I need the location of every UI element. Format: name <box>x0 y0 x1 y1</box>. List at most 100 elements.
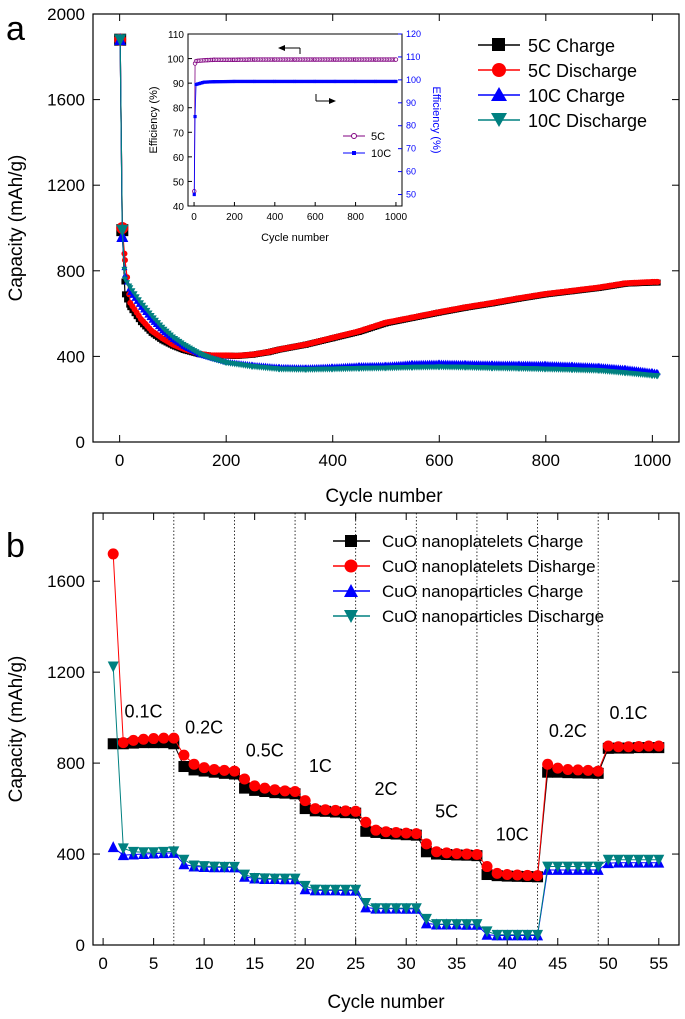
point-cuo-nanoparticles-discharge <box>552 861 564 873</box>
inset-point-10c <box>363 79 367 84</box>
inset-point-10c <box>196 82 200 86</box>
inset-point-10c <box>374 79 378 84</box>
point-cuo-nanoplatelets-disharge <box>299 795 311 807</box>
point-cuo-nanoplatelets-disharge <box>269 784 281 796</box>
legend-entry-nanoplatelets-charge: CuO nanoplatelets Charge <box>333 532 583 551</box>
point-cuo-nanoparticles-discharge <box>471 919 483 931</box>
inset-ytick-right-label-80: 80 <box>406 121 416 131</box>
inset-point-10c <box>273 79 277 84</box>
inset-point-10c <box>329 79 333 84</box>
point-cuo-nanoparticles-discharge <box>148 847 160 859</box>
point-cuo-nanoplatelets-disharge <box>239 773 251 785</box>
inset-point-10c <box>318 79 322 84</box>
point-cuo-nanoparticles-discharge <box>299 880 311 892</box>
inset-point-10c <box>207 80 211 84</box>
panel-a-label: a <box>6 10 25 48</box>
point-cuo-nanoparticles-discharge <box>653 854 665 866</box>
point-cuo-nanoplatelets-disharge <box>471 849 483 861</box>
inset-point-10c <box>333 79 337 84</box>
inset-point-10c <box>232 79 237 84</box>
point-cuo-nanoparticles-discharge <box>572 861 584 873</box>
inset-series-10c <box>192 79 398 197</box>
panel-b-frame <box>92 512 680 946</box>
inset-point-10c <box>220 80 224 84</box>
inset-legend-label-5c: 5C <box>371 131 385 143</box>
rate-label-0-2c: 0.2C <box>185 718 223 738</box>
inset-point-10c <box>380 79 384 84</box>
panel-b-xtick-label-35: 35 <box>447 954 466 973</box>
legend-label-nanoparticles-discharge: CuO nanoparticles Discharge <box>382 607 604 626</box>
point-cuo-nanoparticles-discharge <box>390 903 402 915</box>
point-cuo-nanoparticles-discharge <box>400 903 412 915</box>
point-10c-discharge <box>121 276 128 283</box>
point-cuo-nanoparticles-discharge <box>420 913 432 925</box>
point-cuo-nanoparticles-discharge <box>269 873 281 885</box>
inset-point-10c <box>261 79 265 84</box>
panel-b-x-axis-label: Cycle number <box>327 992 445 1013</box>
inset-point-10c <box>324 79 329 84</box>
legend-marker-nanoplatelets-charge <box>345 535 357 547</box>
inset-point-10c <box>377 79 381 84</box>
inset-point-10c <box>276 79 280 84</box>
point-cuo-nanoplatelets-disharge <box>340 805 352 817</box>
inset-point-10c <box>225 79 229 84</box>
inset-ytick-right-label-120: 120 <box>406 29 421 39</box>
point-5c-discharge <box>121 257 128 264</box>
inset-point-10c <box>293 79 297 84</box>
panel-a-ytick-label-400: 400 <box>57 347 85 366</box>
inset-ticks: 40 50 60 70 80 90 100 110 50 60 70 80 90 100 110 120 0 20… <box>167 29 421 223</box>
inset-arrow-left-head <box>278 45 285 51</box>
point-cuo-nanoplatelets-charge <box>239 782 251 794</box>
inset-point-10c <box>323 79 327 84</box>
inset-point-10c <box>217 80 221 84</box>
point-cuo-nanoparticles-discharge <box>350 884 362 896</box>
point-cuo-nanoparticles-discharge <box>622 854 634 866</box>
point-cuo-nanoplatelets-charge <box>299 803 311 815</box>
inset-ytick-right-label-90: 90 <box>406 98 416 108</box>
point-cuo-nanoparticles-discharge <box>431 919 443 931</box>
inset-xtick-label-600: 600 <box>307 212 324 223</box>
point-cuo-nanoparticles-discharge <box>370 903 382 915</box>
panel-a-ytick-label-1200: 1200 <box>47 176 85 195</box>
rate-label-1c: 1C <box>309 756 332 776</box>
panel-a-ytick-label-1600: 1600 <box>47 91 85 110</box>
inset-point-10c <box>345 79 349 84</box>
inset-point-10c <box>262 79 266 84</box>
rate-label-2c: 2C <box>374 779 397 799</box>
inset-ytick-left-label-90: 90 <box>173 79 185 90</box>
point-cuo-nanoplatelets-disharge <box>410 828 422 840</box>
panel-a-series <box>114 33 661 380</box>
legend-label-nanoplatelets-discharge: CuO nanoplatelets Disharge <box>382 557 596 576</box>
point-cuo-nanoparticles-discharge <box>360 897 372 909</box>
point-10c-discharge <box>121 266 128 273</box>
inset-point-10c <box>365 79 369 84</box>
point-cuo-nanoplatelets-disharge <box>532 870 544 882</box>
inset-point-10c <box>242 79 246 84</box>
legend-marker-5c-discharge <box>492 63 506 77</box>
point-cuo-nanoparticles-discharge <box>562 861 574 873</box>
inset-xtick-label-1000: 1000 <box>385 212 408 223</box>
inset-point-10c <box>245 79 249 84</box>
inset-ytick-left-label-60: 60 <box>173 153 185 164</box>
rate-label-10c: 10C <box>496 824 529 844</box>
inset-ytick-right-label-70: 70 <box>406 144 416 154</box>
inset-point-10c <box>247 79 251 84</box>
point-cuo-nanoparticles-discharge <box>582 861 594 873</box>
inset-point-10c <box>315 79 319 84</box>
panel-a-frame <box>92 13 680 443</box>
inset-point-10c <box>385 79 389 84</box>
inset-point-10c <box>307 79 312 84</box>
inset-point-10c <box>267 79 271 84</box>
point-cuo-nanoplatelets-disharge <box>521 869 533 881</box>
point-cuo-nanoparticles-discharge <box>289 873 301 885</box>
point-cuo-nanoparticles-discharge <box>612 854 624 866</box>
inset-legend-marker-5c <box>351 133 357 139</box>
inset-point-10c <box>269 79 273 84</box>
panel-b-ytick-label-1600: 1600 <box>47 572 85 591</box>
inset-legend-label-10c: 10C <box>371 148 391 160</box>
point-cuo-nanoplatelets-disharge <box>370 824 382 836</box>
rate-label-0-1c: 0.1C <box>609 703 647 723</box>
inset-point-10c <box>240 79 245 84</box>
